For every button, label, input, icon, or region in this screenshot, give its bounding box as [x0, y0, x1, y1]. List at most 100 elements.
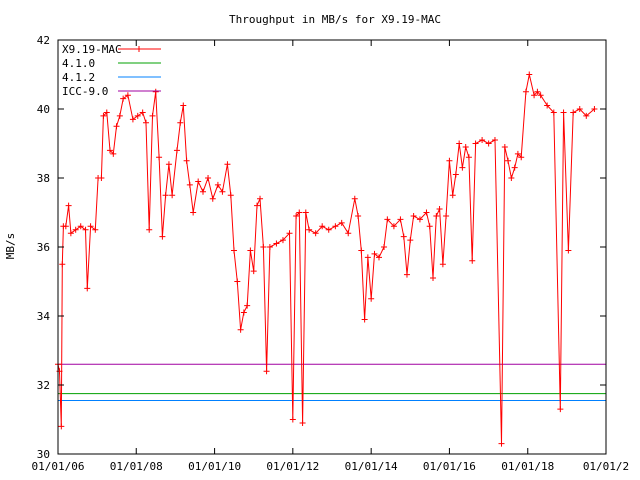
data-point	[576, 106, 583, 112]
data-point	[110, 150, 117, 157]
data-point	[200, 188, 207, 195]
x-tick-label: 01/01/16	[423, 460, 476, 473]
data-point	[113, 123, 120, 130]
data-point	[371, 250, 378, 257]
data-point	[390, 223, 397, 230]
data-point	[224, 161, 231, 168]
data-point	[183, 157, 190, 164]
data-point	[230, 247, 237, 254]
data-point	[526, 71, 533, 78]
data-point	[250, 268, 257, 275]
data-point	[557, 406, 564, 413]
data-point	[505, 157, 512, 164]
data-point	[293, 212, 300, 219]
x-tick-label: 01/01/06	[32, 460, 85, 473]
data-point	[410, 212, 417, 219]
axes: 30 32 34 36 38 40 42 01/01/06 01/01/08 01/01/10 01…	[32, 34, 630, 473]
y-tick-label: 36	[37, 241, 50, 254]
data-point	[266, 244, 273, 250]
data-point	[254, 202, 261, 209]
data-point	[452, 171, 459, 178]
x-tick-label: 01/01/14	[345, 460, 398, 473]
data-point	[263, 368, 270, 375]
data-point	[180, 102, 187, 109]
chart-title: Throughput in MB/s for X9.19-MAC	[229, 13, 441, 26]
data-point	[65, 202, 72, 209]
data-point	[518, 154, 525, 161]
data-point	[531, 92, 538, 99]
x-tick-label: 01/01/2	[583, 460, 629, 473]
data-point	[456, 140, 463, 147]
data-point	[355, 212, 362, 219]
data-point	[92, 226, 99, 233]
data-point	[227, 192, 234, 199]
data-point	[511, 164, 518, 171]
data-point	[351, 195, 358, 202]
y-tick-label: 32	[37, 379, 50, 392]
data-point	[237, 326, 244, 333]
data-point	[257, 195, 264, 202]
data-point	[247, 247, 254, 254]
data-point	[186, 181, 193, 188]
data-point	[134, 112, 141, 119]
data-point	[152, 88, 159, 95]
data-point	[190, 209, 197, 216]
data-point	[368, 295, 375, 302]
data-point	[332, 223, 339, 230]
y-tick-label: 40	[37, 103, 50, 116]
data-point	[514, 150, 521, 157]
data-point	[62, 223, 69, 230]
data-point	[129, 116, 136, 123]
data-point	[319, 223, 326, 230]
data-point	[116, 112, 123, 119]
data-point	[84, 285, 91, 292]
data-point	[491, 137, 498, 144]
data-point	[375, 254, 382, 261]
data-point	[149, 112, 156, 119]
data-point	[306, 226, 313, 233]
data-point	[446, 157, 453, 164]
y-axis-label: MB/s	[4, 233, 17, 260]
x-tick-label: 01/01/10	[188, 460, 241, 473]
data-point	[537, 92, 544, 99]
data-point	[279, 237, 286, 244]
x-tick-label: 01/01/18	[501, 460, 554, 473]
legend-marker	[136, 46, 142, 52]
data-point	[120, 95, 127, 102]
data-point	[583, 112, 590, 119]
data-point	[260, 244, 267, 250]
y-tick-label: 38	[37, 172, 50, 185]
data-point	[82, 226, 89, 233]
data-point	[338, 219, 345, 226]
data-point	[381, 244, 388, 250]
data-point	[479, 137, 486, 144]
data-point	[98, 175, 105, 181]
data-point	[156, 154, 163, 161]
data-point	[501, 143, 508, 150]
data-point	[234, 278, 241, 285]
data-point	[423, 209, 430, 216]
data-point	[508, 175, 515, 181]
legend-label: 4.1.0	[62, 57, 95, 70]
data-point	[205, 175, 212, 181]
data-point	[67, 230, 74, 237]
series-line-x9-19-mac	[57, 74, 595, 444]
data-point	[173, 147, 180, 154]
data-point	[312, 230, 319, 237]
reference-lines	[58, 363, 606, 402]
data-point	[139, 109, 146, 116]
data-point	[100, 112, 107, 119]
data-point	[273, 240, 280, 247]
data-point	[436, 206, 443, 213]
data-point	[407, 237, 414, 244]
data-point	[159, 233, 166, 240]
data-point	[560, 109, 567, 116]
x-tick-label: 01/01/12	[266, 460, 319, 473]
data-point	[106, 147, 113, 154]
data-point	[219, 188, 226, 195]
data-point	[384, 216, 391, 223]
data-point	[430, 275, 437, 282]
data-point	[403, 271, 410, 278]
